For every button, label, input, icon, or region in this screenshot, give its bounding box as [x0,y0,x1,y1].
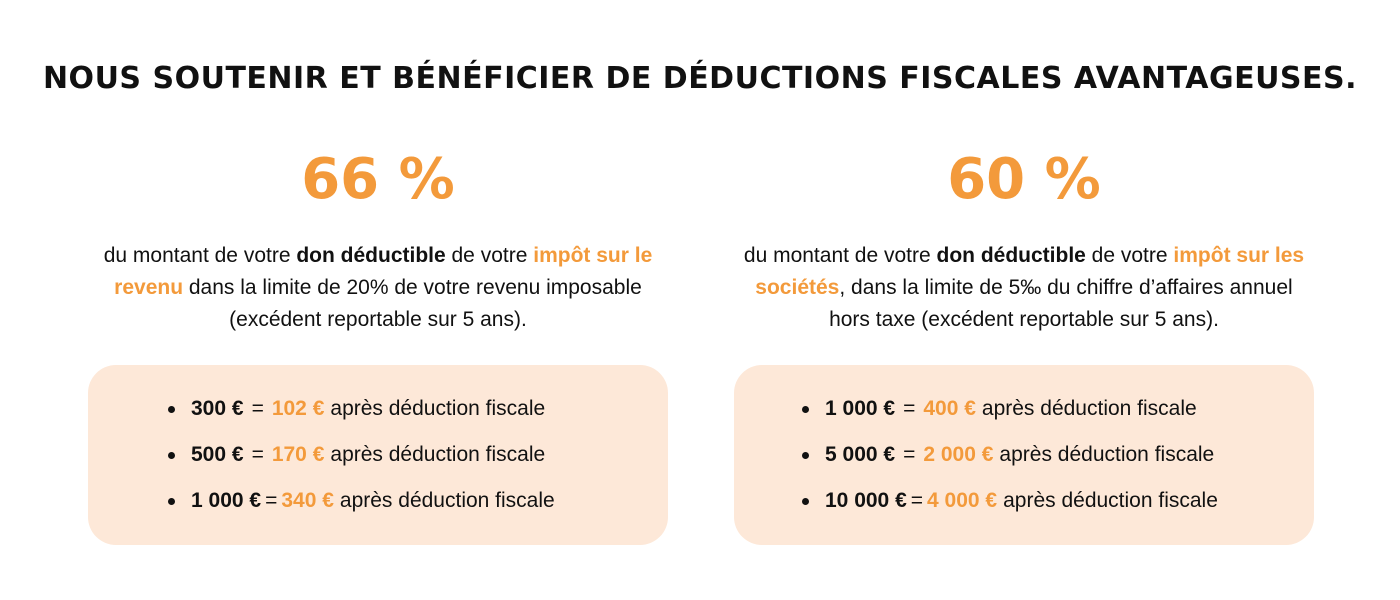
net-cost: 400 € [923,397,976,420]
bullet-icon [168,405,175,413]
list-item: 1 000 € = 340 € après déduction fiscale [168,478,555,524]
equals-sign: = [251,443,264,466]
income-tax-column: 66 % du montant de votre don déductible … [88,140,668,545]
bullet-icon [168,451,175,459]
example-suffix: après déduction fiscale [330,443,546,466]
example-suffix: après déduction fiscale [1003,489,1218,512]
equals-sign: = [251,397,264,420]
list-item: 10 000 € = 4 000 € après déduction fisca… [802,478,1218,524]
donation-amount: 1 000 € [825,397,896,420]
desc-text: , dans la limite de 5‰ du chiffre d’affa… [829,276,1293,331]
list-item: 5 000 € = 2 000 € après déduction fiscal… [802,432,1218,478]
desc-accent-text: impôt sur le revenu [114,244,653,299]
example-suffix: après déduction fiscale [981,397,1197,420]
net-cost: 4 000 € [927,489,998,512]
deduction-percent: 66 % [301,147,455,212]
desc-text: du montant de votre [103,244,297,267]
equals-sign: = [265,489,278,512]
list-item: 1 000 € = 400 € après déduction fiscale [802,386,1218,432]
deduction-description: du montant de votre don déductible de vo… [734,240,1314,336]
desc-bold-text: don déductible [936,244,1086,267]
equals-sign: = [910,489,924,512]
desc-text: dans la limite de 20% de votre revenu im… [183,276,642,331]
examples-list: 300 € = 102 € après déduction fiscale 50… [168,386,555,524]
donation-amount: 300 € [191,397,244,420]
desc-bold-text: don déductible [296,244,446,267]
donation-amount: 10 000 € [825,489,907,512]
bullet-icon [802,497,809,505]
deduction-percent: 60 % [947,147,1101,212]
donation-amount: 500 € [191,443,244,466]
list-item: 300 € = 102 € après déduction fiscale [168,386,555,432]
net-cost: 170 € [271,443,325,466]
deduction-description: du montant de votre don déductible de vo… [88,240,668,336]
examples-box: 1 000 € = 400 € après déduction fiscale … [734,365,1314,545]
examples-list: 1 000 € = 400 € après déduction fiscale … [802,386,1218,524]
donation-amount: 5 000 € [825,443,896,466]
corporate-tax-column: 60 % du montant de votre don déductible … [734,140,1314,545]
page-title: NOUS SOUTENIR ET BÉNÉFICIER DE DÉDUCTION… [42,61,1358,96]
examples-box: 300 € = 102 € après déduction fiscale 50… [88,365,668,545]
net-cost: 340 € [281,489,334,512]
desc-text: de votre [445,244,534,267]
net-cost: 2 000 € [923,443,994,466]
desc-text: de votre [1085,244,1174,267]
equals-sign: = [903,397,916,420]
example-suffix: après déduction fiscale [330,397,546,420]
desc-text: du montant de votre [743,244,937,267]
bullet-icon [802,451,809,459]
donation-amount: 1 000 € [191,489,262,512]
desc-accent-text: impôt sur les sociétés [755,244,1305,299]
equals-sign: = [903,443,916,466]
example-suffix: après déduction fiscale [339,489,555,512]
bullet-icon [802,405,809,413]
list-item: 500 € = 170 € après déduction fiscale [168,432,555,478]
bullet-icon [168,497,175,505]
example-suffix: après déduction fiscale [999,443,1215,466]
net-cost: 102 € [271,397,325,420]
